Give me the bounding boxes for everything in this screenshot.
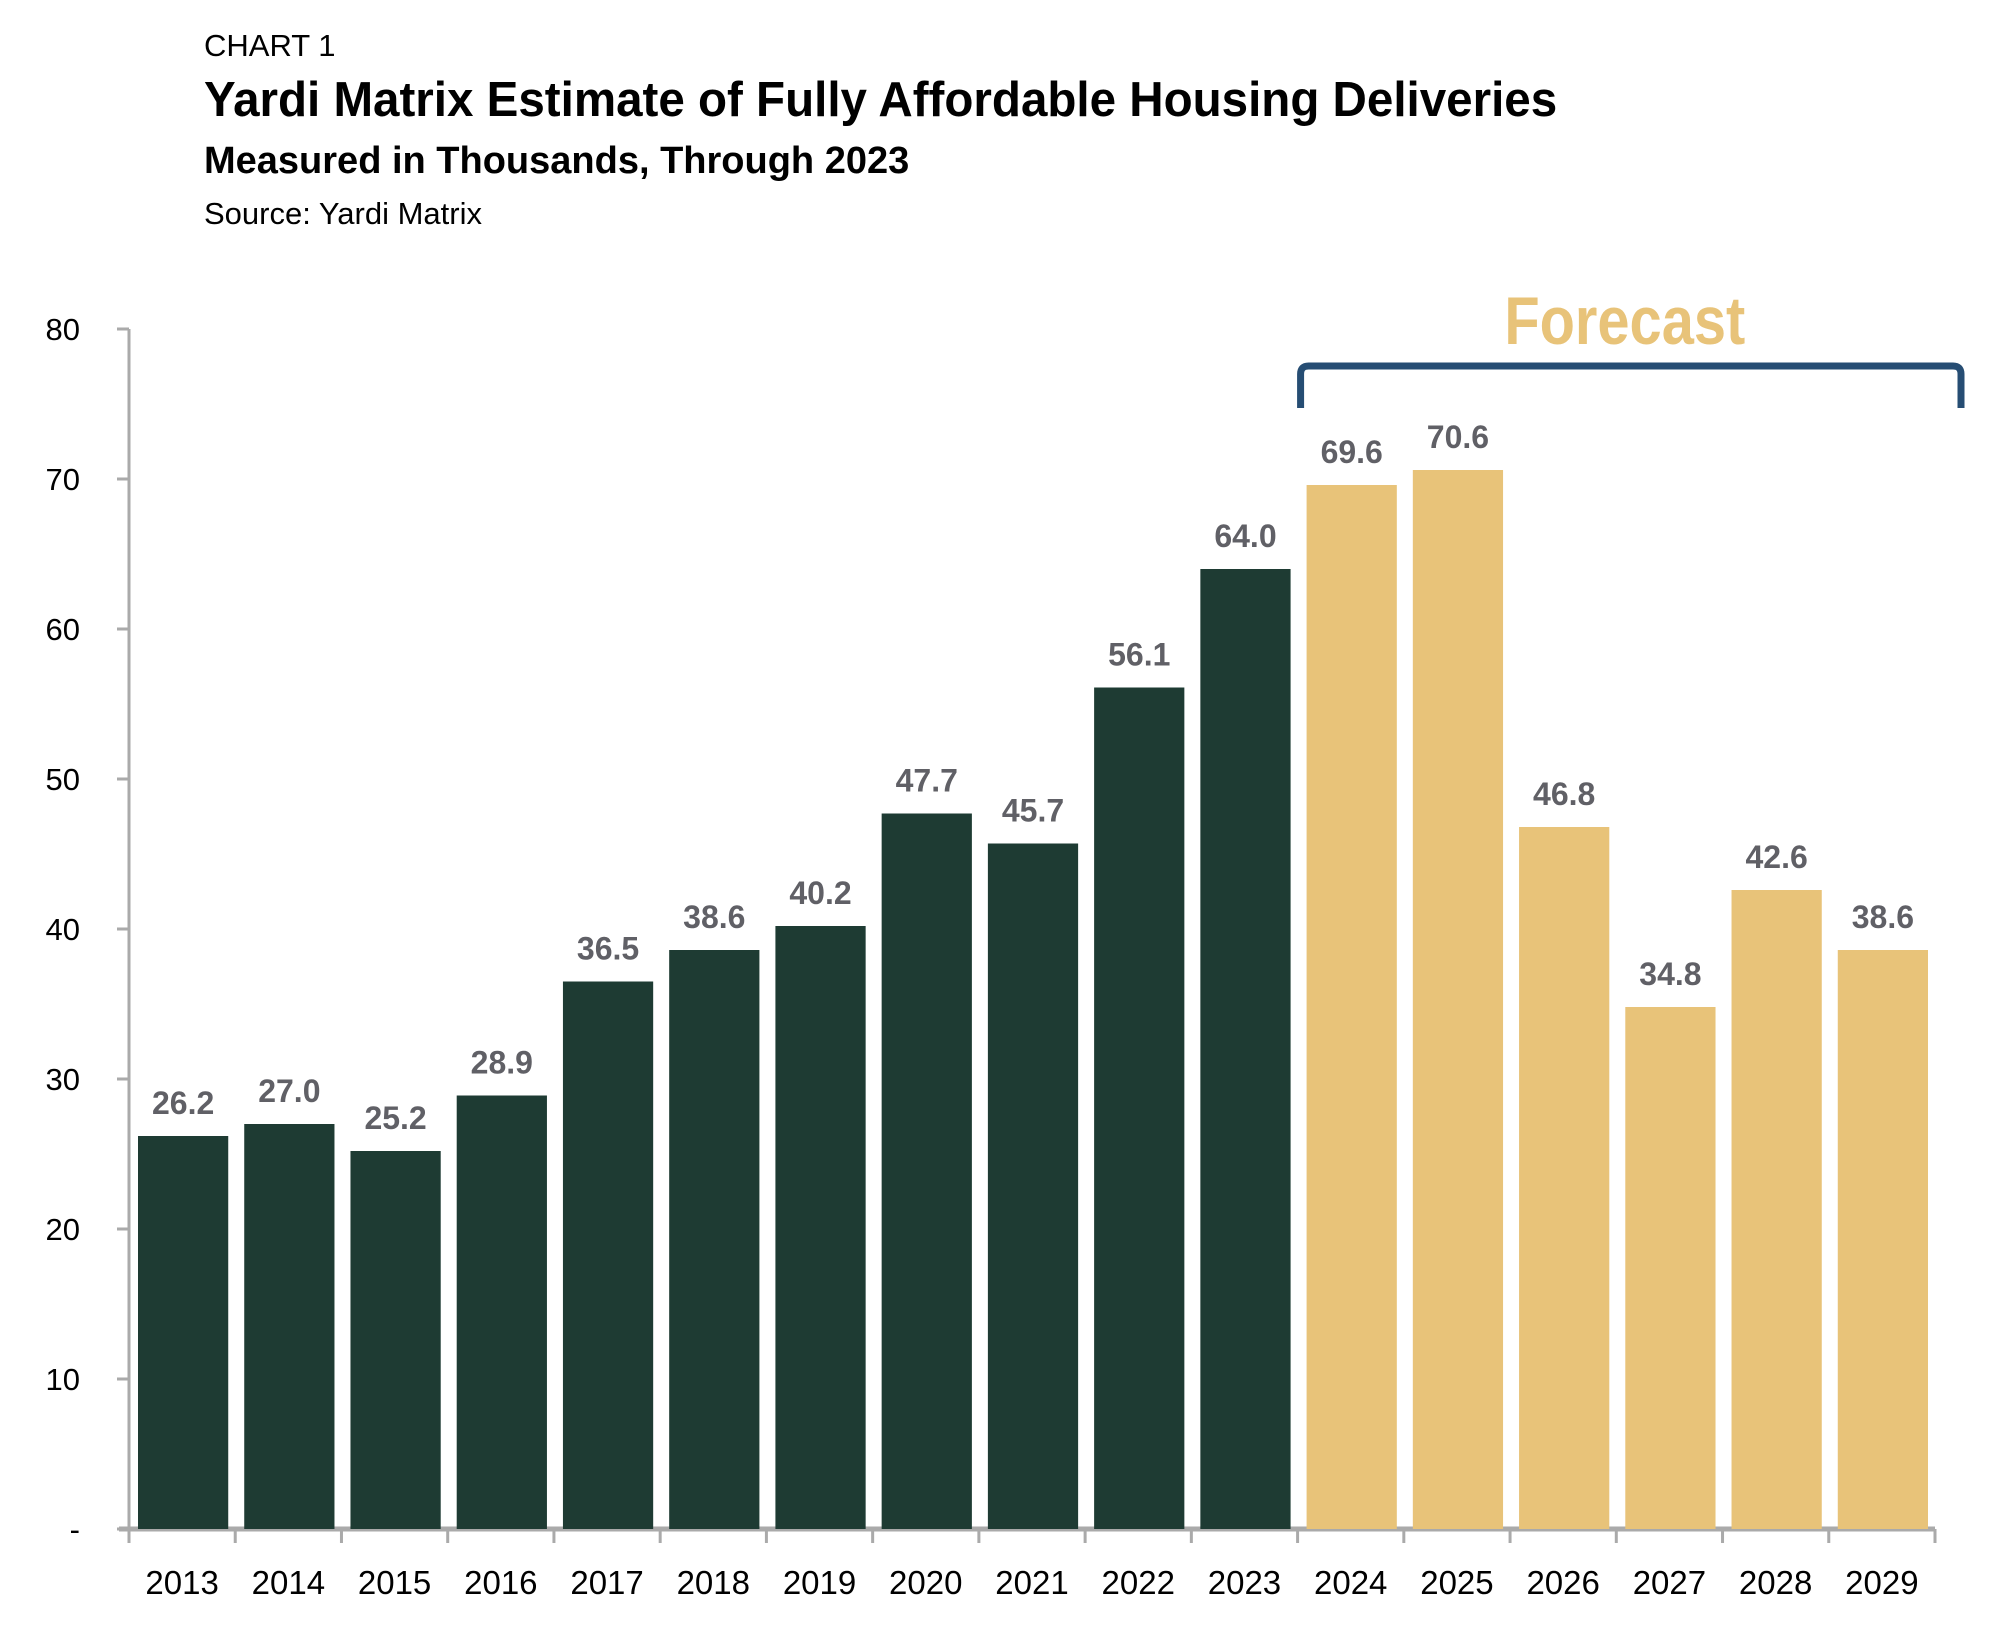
data-label: 42.6 xyxy=(1746,839,1808,875)
bar-2025 xyxy=(1412,470,1504,1529)
data-label: 64.0 xyxy=(1214,518,1276,554)
x-tick-label: 2022 xyxy=(1102,1564,1175,1601)
y-tick-label: 10 xyxy=(46,1362,80,1397)
x-tick-label: 2027 xyxy=(1633,1564,1706,1601)
x-tick-label: 2024 xyxy=(1314,1564,1387,1601)
bar-2018 xyxy=(669,950,760,1529)
x-tick-label: 2026 xyxy=(1526,1564,1599,1601)
y-tick-label: 60 xyxy=(46,612,80,647)
forecast-annotation: Forecast xyxy=(1297,284,1965,408)
bar-2013 xyxy=(138,1136,229,1529)
chart-subtitle: Measured in Thousands, Through 2023 xyxy=(204,140,910,182)
chart-label: CHART 1 xyxy=(204,28,336,63)
forecast-label: Forecast xyxy=(1504,284,1745,359)
x-axis: 2013 2014 2015 2016 2017 2018 2019 2020 2021 2022… xyxy=(119,1526,1937,1601)
x-tick-label: 2019 xyxy=(783,1564,856,1601)
x-tick-label: 2016 xyxy=(464,1564,537,1601)
y-tick-label: 50 xyxy=(46,762,80,797)
bar-2019 xyxy=(775,926,866,1529)
bar-2022 xyxy=(1094,687,1185,1529)
y-tick-label: 30 xyxy=(46,1062,80,1097)
x-tick-label: 2020 xyxy=(889,1564,962,1601)
bar-2023 xyxy=(1200,569,1291,1529)
bar-2026 xyxy=(1519,827,1610,1529)
x-tick-label: 2017 xyxy=(570,1564,643,1601)
x-tick-label: 2025 xyxy=(1420,1564,1493,1601)
y-tick-label: 40 xyxy=(46,912,80,947)
bar-2029 xyxy=(1837,950,1928,1529)
data-label: 69.6 xyxy=(1321,434,1383,470)
data-label: 45.7 xyxy=(1002,793,1064,829)
data-label: 38.6 xyxy=(1852,899,1914,935)
forecast-bracket xyxy=(1297,362,1965,408)
x-tick-label: 2028 xyxy=(1739,1564,1812,1601)
y-tick-label: - xyxy=(70,1512,80,1547)
bar-2021 xyxy=(987,843,1079,1529)
bar-2020 xyxy=(881,813,972,1529)
data-labels: 26.2 27.0 25.2 28.9 36.5 38.6 40.2 47.7 45.7 56.1… xyxy=(152,419,1914,1136)
bars xyxy=(138,470,1928,1529)
data-label: 27.0 xyxy=(258,1073,320,1109)
y-tick-label: 20 xyxy=(46,1212,80,1247)
bar-2028 xyxy=(1731,890,1822,1529)
data-label: 36.5 xyxy=(577,931,639,967)
x-tick-label: 2029 xyxy=(1845,1564,1918,1601)
bar-2017 xyxy=(562,981,654,1529)
y-tick-label: 80 xyxy=(46,312,80,347)
data-label: 34.8 xyxy=(1639,956,1701,992)
data-label: 38.6 xyxy=(683,899,745,935)
data-label: 47.7 xyxy=(896,763,958,799)
data-label: 70.6 xyxy=(1427,419,1489,455)
x-tick-label: 2013 xyxy=(145,1564,218,1601)
bar-2015 xyxy=(350,1151,441,1529)
x-tick-label: 2014 xyxy=(252,1564,325,1601)
chart-source: Source: Yardi Matrix xyxy=(204,196,482,231)
y-tick-label: 70 xyxy=(46,462,80,497)
bar-2024 xyxy=(1306,485,1397,1529)
x-tick-label: 2021 xyxy=(995,1564,1068,1601)
chart-title: Yardi Matrix Estimate of Fully Affordabl… xyxy=(204,73,1558,127)
data-label: 40.2 xyxy=(789,875,851,911)
bar-2014 xyxy=(244,1124,335,1529)
data-label: 26.2 xyxy=(152,1085,214,1121)
x-tick-label: 2023 xyxy=(1208,1564,1281,1601)
data-label: 25.2 xyxy=(364,1100,426,1136)
data-label: 28.9 xyxy=(471,1045,533,1081)
bar-2027 xyxy=(1625,1007,1716,1529)
bar-2016 xyxy=(456,1095,547,1529)
data-label: 56.1 xyxy=(1108,637,1170,673)
y-axis: - 10 20 30 40 50 60 70 80 xyxy=(46,312,131,1547)
data-label: 46.8 xyxy=(1533,776,1595,812)
x-tick-label: 2018 xyxy=(677,1564,750,1601)
x-tick-label: 2015 xyxy=(358,1564,431,1601)
